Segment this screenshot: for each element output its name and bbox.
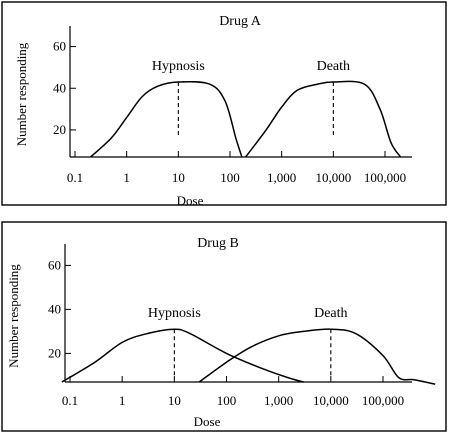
x-tick-label: 10 (168, 393, 181, 408)
chart-title: Drug A (219, 14, 262, 29)
series-label-hypnosis: Hypnosis (152, 59, 205, 74)
x-axis-label: Dose (194, 414, 221, 429)
x-tick-label: 100,000 (364, 170, 406, 185)
series-line-death (245, 80, 402, 158)
x-tick-label: 1,000 (264, 393, 293, 408)
y-axis-label: Number responding (14, 42, 29, 146)
x-tick-label: 0.1 (62, 393, 78, 408)
x-axis-label: Dose (177, 193, 204, 208)
chart-drug-b: Drug B 20 40 60 0.1 1 10 100 1,000 10,000 100,000 D… (1, 221, 447, 432)
chart-title: Drug B (197, 236, 239, 251)
y-tick-label: 20 (53, 122, 66, 137)
chart-drug-a: Drug A 20 40 60 0.1 1 10 100 1,000 10,000 100,000 D… (1, 1, 447, 208)
series-line-hypnosis (90, 80, 243, 158)
x-tick-label: 100,000 (362, 393, 404, 408)
y-tick-label: 40 (53, 80, 66, 95)
chart-frame (1, 1, 447, 206)
x-tick-label: 1,000 (267, 170, 296, 185)
y-axis-label: Number responding (6, 264, 21, 368)
x-tick-label: 10,000 (315, 170, 351, 185)
x-tick-label: 10,000 (313, 393, 349, 408)
chart-panel-drug-b: Drug B 20 40 60 0.1 1 10 100 1,000 10,000 100,000 D… (0, 220, 450, 433)
chart-frame (1, 221, 447, 432)
series-line-hypnosis (61, 328, 304, 383)
y-tick-label: 20 (48, 345, 61, 360)
y-tick-label: 40 (48, 301, 61, 316)
x-tick-label: 1 (119, 393, 126, 408)
x-tick-label: 10 (172, 170, 185, 185)
series-label-death: Death (317, 59, 350, 74)
series-label-hypnosis: Hypnosis (148, 306, 201, 321)
x-tick-label: 1 (123, 170, 130, 185)
x-tick-label: 100 (220, 170, 240, 185)
x-tick-label: 0.1 (67, 170, 83, 185)
y-tick-label: 60 (48, 257, 61, 272)
series-label-death: Death (314, 306, 347, 321)
y-tick-label: 60 (53, 39, 66, 54)
series-line-death (198, 328, 436, 385)
chart-panel-drug-a: Drug A 20 40 60 0.1 1 10 100 1,000 10,000 100,000 D… (0, 0, 450, 210)
x-tick-label: 100 (217, 393, 237, 408)
